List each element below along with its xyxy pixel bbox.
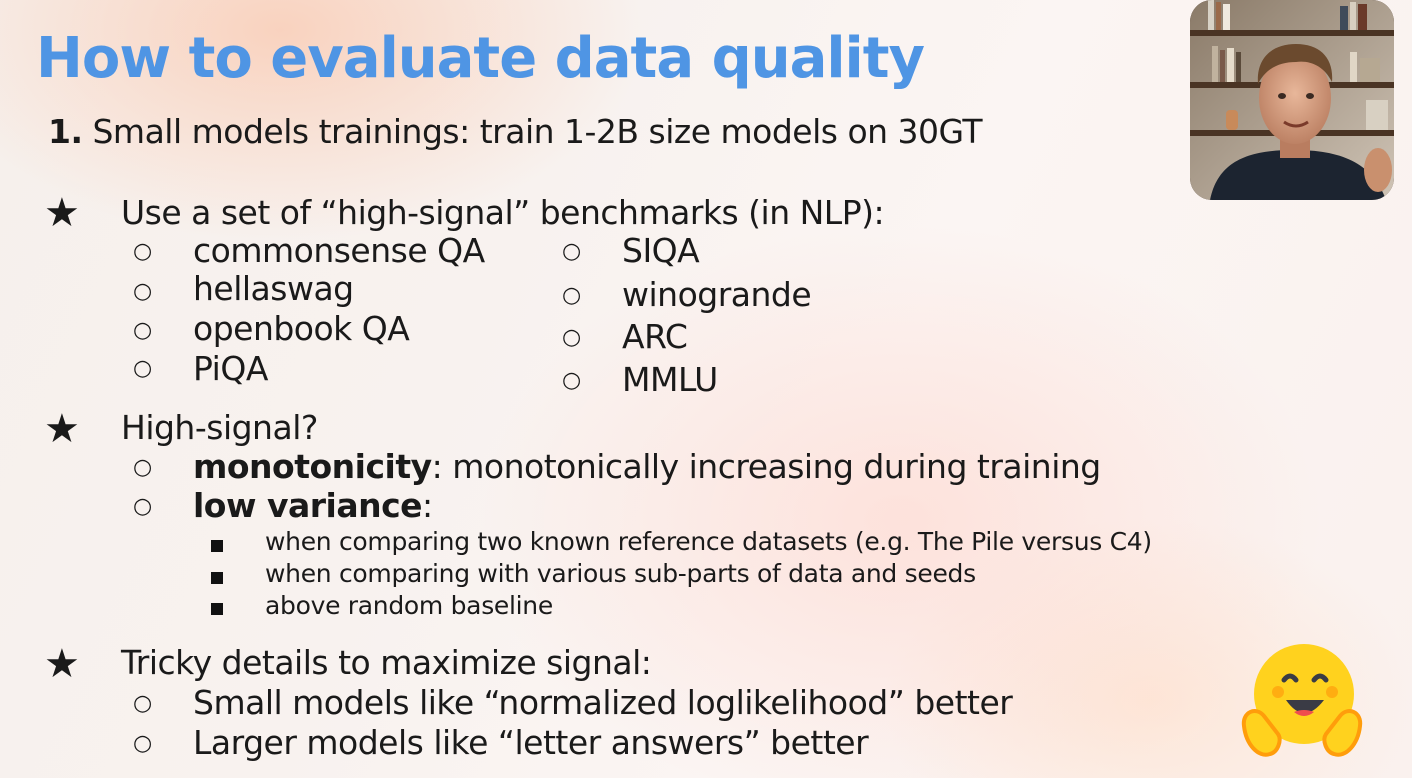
criterion-description: : <box>422 486 433 525</box>
circle-bullet-icon: ○ <box>133 239 153 264</box>
benchmark-item: PiQA <box>193 349 268 388</box>
circle-bullet-icon: ○ <box>133 691 153 716</box>
hugging-face-logo <box>1238 640 1366 764</box>
presenter-webcam-icon <box>1190 0 1394 200</box>
benchmark-item: winogrande <box>622 275 812 314</box>
circle-bullet-icon: ○ <box>133 279 153 304</box>
variance-subitem: when comparing with various sub-parts of… <box>265 559 976 588</box>
section2-heading: High-signal? <box>121 408 318 447</box>
square-bullet-icon <box>211 540 223 552</box>
circle-bullet-icon: ○ <box>562 325 582 350</box>
square-bullet-icon <box>211 572 223 584</box>
circle-bullet-icon: ○ <box>133 356 153 381</box>
circle-bullet-icon: ○ <box>133 455 153 480</box>
criterion-name: monotonicity <box>193 447 432 486</box>
circle-bullet-icon: ○ <box>562 239 582 264</box>
circle-bullet-icon: ○ <box>133 731 153 756</box>
hugging-face-icon <box>1241 644 1363 757</box>
circle-bullet-icon: ○ <box>133 318 153 343</box>
benchmark-item: hellaswag <box>193 269 354 308</box>
star-bullet-icon: ★ <box>44 190 80 236</box>
benchmark-item: openbook QA <box>193 309 410 348</box>
subtitle-number: 1. <box>48 112 83 151</box>
circle-bullet-icon: ○ <box>133 494 153 519</box>
benchmark-item: MMLU <box>622 360 718 399</box>
benchmark-item: SIQA <box>622 231 700 270</box>
circle-bullet-icon: ○ <box>562 368 582 393</box>
benchmark-item: commonsense QA <box>193 231 485 270</box>
slide-subtitle: 1. Small models trainings: train 1-2B si… <box>48 112 983 151</box>
high-signal-criterion: low variance: <box>193 489 433 522</box>
square-bullet-icon <box>211 603 223 615</box>
high-signal-criterion: monotonicity: monotonically increasing d… <box>193 450 1101 483</box>
benchmark-item: ARC <box>622 317 688 356</box>
section3-heading: Tricky details to maximize signal: <box>121 643 652 682</box>
section1-heading: Use a set of “high-signal” benchmarks (i… <box>121 193 885 232</box>
slide-title: How to evaluate data quality <box>36 26 925 91</box>
variance-subitem: above random baseline <box>265 591 553 620</box>
presenter-webcam <box>1190 0 1394 200</box>
tricky-detail-item: Larger models like “letter answers” bett… <box>193 723 869 762</box>
criterion-description: : monotonically increasing during traini… <box>431 447 1102 486</box>
subtitle-text: Small models trainings: train 1-2B size … <box>82 112 983 151</box>
criterion-name: low variance <box>193 486 423 525</box>
star-bullet-icon: ★ <box>44 406 80 452</box>
star-bullet-icon: ★ <box>44 641 80 687</box>
circle-bullet-icon: ○ <box>562 283 582 308</box>
variance-subitem: when comparing two known reference datas… <box>265 527 1152 556</box>
tricky-detail-item: Small models like “normalized loglikelih… <box>193 683 1013 722</box>
